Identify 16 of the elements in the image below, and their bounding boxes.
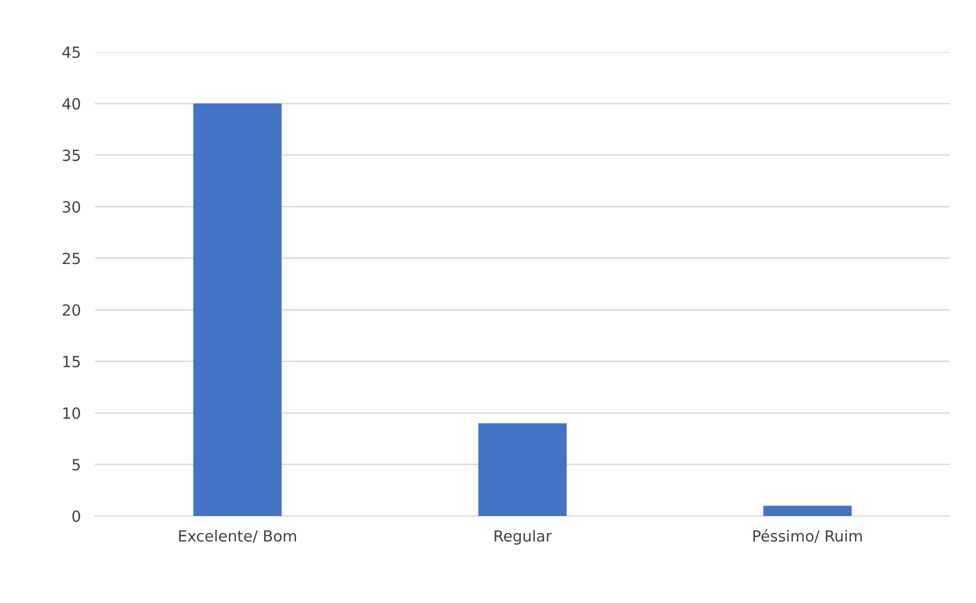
y-tick-label: 45	[62, 46, 80, 58]
y-tick-label: 0	[72, 510, 80, 522]
bar	[193, 104, 282, 516]
x-tick-label: Excelente/ Bom	[179, 530, 296, 543]
y-tick-label: 15	[63, 356, 80, 368]
bar	[478, 423, 567, 516]
y-tick-label: 5	[72, 459, 80, 470]
y-tick-label: 40	[62, 98, 80, 110]
x-tick-label: Péssimo/ Ruim	[753, 529, 862, 543]
bar	[763, 506, 852, 516]
y-tick-label: 30	[62, 201, 80, 213]
y-tick-label: 35	[62, 150, 80, 162]
y-tick-label: 20	[62, 304, 80, 316]
x-tick-label: Regular	[494, 530, 552, 545]
y-tick-label: 10	[63, 407, 80, 419]
y-tick-label: 25	[62, 252, 80, 264]
